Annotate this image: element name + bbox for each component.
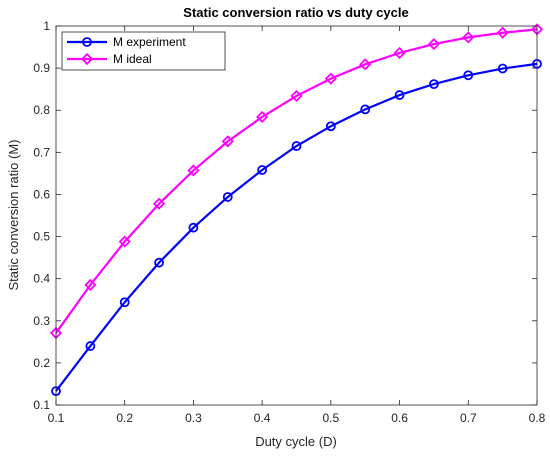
axis-ticks: 0.1 0.2 0.3 0.4 0.5 0.6 0.7 0.8 0.1 0.2 0.3 0.4 0.5 0…	[33, 19, 545, 425]
legend: M experiment M ideal	[61, 31, 226, 71]
data-point-m-experiment	[222, 192, 233, 202]
x-tick-label: 0.6	[391, 411, 408, 425]
series-line-m-experiment	[55, 62, 538, 392]
y-tick-label: 0.6	[33, 187, 50, 201]
data-point-m-ideal	[290, 89, 303, 102]
x-tick-label: 0.8	[529, 411, 546, 425]
x-tick-label: 0.5	[323, 411, 340, 425]
x-tick-label: 0.2	[116, 411, 133, 425]
data-point-m-experiment	[325, 121, 336, 132]
y-tick-label: 0.3	[33, 314, 50, 328]
data-point-m-experiment	[154, 257, 164, 268]
y-tick-label: 0.8	[33, 103, 50, 117]
x-tick-label: 0.1	[48, 411, 65, 425]
data-point-m-ideal	[462, 31, 475, 44]
y-tick-label: 0.2	[33, 356, 50, 370]
series-layer	[49, 23, 544, 397]
x-axis-label: Duty cycle (D)	[255, 434, 337, 449]
plot-area	[56, 26, 537, 405]
data-point-m-experiment	[119, 297, 130, 308]
data-point-m-ideal	[359, 58, 372, 71]
data-point-m-experiment	[394, 90, 405, 100]
data-point-m-experiment	[291, 141, 302, 151]
y-tick-label: 0.5	[33, 230, 50, 244]
data-point-m-ideal	[324, 72, 337, 85]
x-tick-label: 0.7	[460, 411, 477, 425]
data-point-m-experiment	[463, 70, 474, 81]
legend-marker-m-ideal	[80, 52, 94, 66]
legend-marker-m-experiment	[82, 37, 92, 47]
data-point-m-ideal	[427, 38, 441, 51]
data-point-m-ideal	[393, 46, 406, 60]
data-point-m-experiment	[188, 222, 199, 233]
legend-label-m-ideal: M ideal	[113, 52, 152, 66]
series-line-m-ideal	[55, 28, 538, 334]
y-tick-label: 0.1	[33, 398, 50, 412]
data-point-m-ideal	[256, 110, 269, 124]
data-point-m-ideal	[84, 278, 97, 292]
data-point-m-ideal	[118, 235, 131, 248]
data-point-m-experiment	[360, 104, 371, 115]
data-point-m-experiment	[429, 79, 439, 90]
plot-frame	[55, 25, 538, 406]
data-point-m-ideal	[187, 164, 200, 177]
data-point-m-ideal	[221, 135, 234, 148]
y-tick-label: 1	[43, 19, 50, 33]
data-point-m-ideal	[152, 197, 166, 210]
x-tick-label: 0.3	[185, 411, 202, 425]
data-point-m-ideal	[496, 26, 509, 39]
y-tick-label: 0.9	[33, 61, 50, 75]
y-axis-label: Static conversion ratio (M)	[6, 140, 21, 291]
data-point-m-experiment	[497, 63, 508, 74]
y-tick-label: 0.4	[33, 272, 50, 286]
data-point-m-experiment	[85, 341, 96, 351]
data-point-m-experiment	[257, 165, 268, 175]
chart-title: Static conversion ratio vs duty cycle	[183, 5, 408, 20]
y-tick-label: 0.7	[33, 145, 50, 159]
x-tick-label: 0.4	[254, 411, 271, 425]
legend-label-m-experiment: M experiment	[113, 35, 186, 49]
